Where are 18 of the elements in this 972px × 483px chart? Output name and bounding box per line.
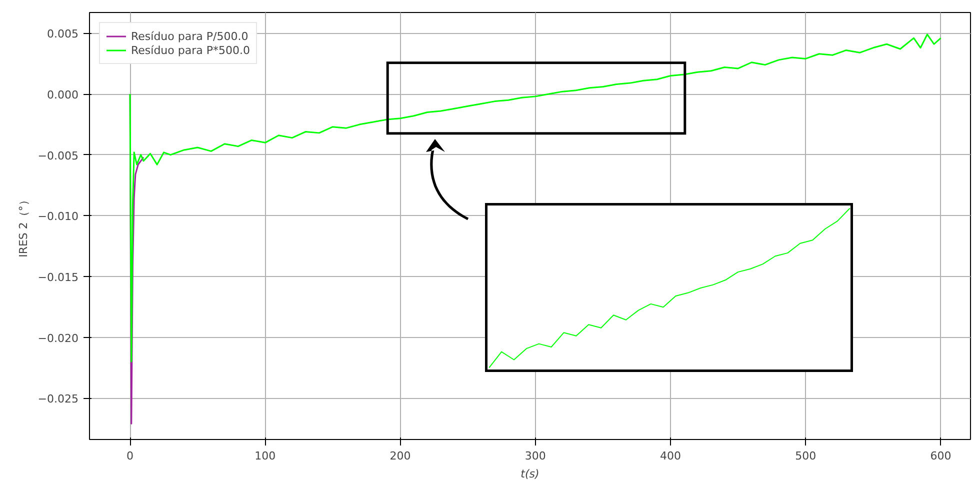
y-tick-label: 0.000 bbox=[47, 88, 79, 102]
x-tick-label: 500 bbox=[795, 450, 816, 462]
legend-label: Resíduo para P*500.0 bbox=[131, 44, 250, 56]
y-tick-label: −0.015 bbox=[38, 270, 79, 284]
legend-label: Resíduo para P/500.0 bbox=[131, 30, 248, 42]
x-axis-title: t(s) bbox=[520, 468, 540, 480]
y-tick-label: 0.005 bbox=[47, 28, 79, 41]
x-tick-label: 200 bbox=[390, 450, 411, 462]
x-tick-label: 0 bbox=[126, 450, 134, 462]
x-tick-label: 100 bbox=[254, 450, 276, 462]
y-axis-title: IRES 2（°） bbox=[16, 194, 30, 258]
x-tick-label: 300 bbox=[524, 450, 546, 462]
y-tick-label: −0.020 bbox=[38, 332, 79, 345]
y-tick-label: −0.025 bbox=[38, 392, 79, 406]
x-tick-label: 600 bbox=[930, 450, 952, 462]
y-tick-label: −0.010 bbox=[38, 210, 79, 224]
x-tick-label: 400 bbox=[660, 450, 682, 462]
y-tick-label: −0.005 bbox=[38, 149, 79, 162]
